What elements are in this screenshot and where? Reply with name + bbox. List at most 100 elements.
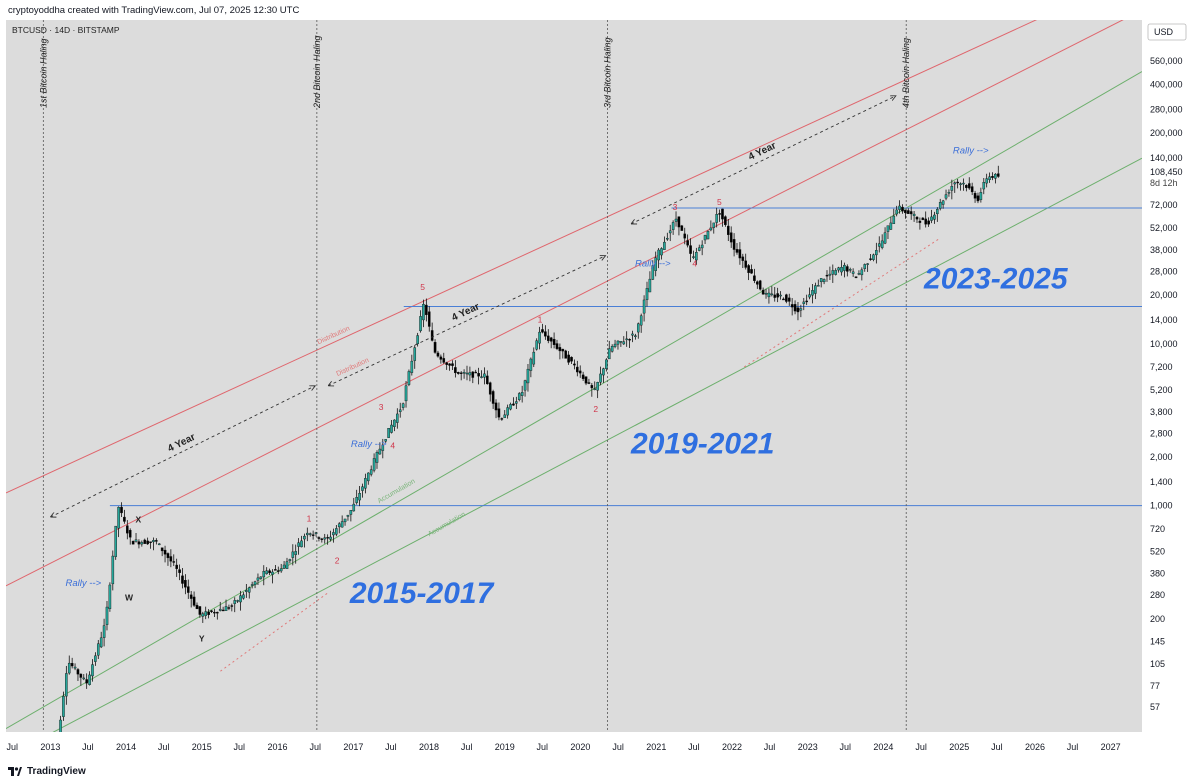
four-year-arrow (50, 386, 315, 517)
candle-down (500, 418, 504, 420)
price-tick-label: 200,000 (1150, 128, 1183, 138)
price-tick-label: 28,000 (1150, 266, 1178, 276)
candle-up (671, 222, 675, 230)
candle-up (880, 240, 884, 248)
time-tick-label: 2018 (419, 742, 439, 752)
candle-down (549, 337, 553, 342)
time-tick-label: Jul (309, 742, 321, 752)
candle-down (128, 530, 132, 538)
candle-down (216, 611, 219, 614)
candle-down (474, 371, 477, 374)
candle-up (936, 209, 939, 215)
wave-label: 1 (538, 315, 543, 325)
time-tick-label: 2015 (192, 742, 212, 752)
chart-area[interactable]: 1st Bitcoin Haling 2nd Bitcoin Haling 3rd … (6, 20, 1194, 762)
candle-down (160, 547, 164, 552)
wave-label: W (125, 592, 134, 602)
candle-down (497, 408, 501, 418)
candle-up (419, 316, 422, 332)
candle-down (163, 549, 167, 555)
candle-up (819, 278, 823, 283)
candle-down (436, 352, 440, 357)
candle-up (660, 248, 663, 256)
candle-up (822, 279, 826, 283)
candle-down (541, 329, 544, 333)
candle-up (605, 359, 608, 369)
candle-up (700, 244, 704, 249)
rally-label: Rally --> (635, 259, 671, 270)
time-tick-label: Jul (461, 742, 473, 752)
candle-up (799, 308, 803, 311)
time-tick-label: Jul (82, 742, 94, 752)
candle-up (337, 523, 341, 528)
candle-down (186, 586, 190, 593)
candle-down (195, 604, 199, 610)
price-axis-background (1142, 20, 1194, 732)
candle-up (941, 200, 945, 205)
candle-up (393, 419, 396, 427)
support-dotted-line (743, 237, 941, 368)
candle-up (480, 376, 483, 378)
candle-down (904, 209, 907, 214)
candle-up (62, 695, 65, 717)
candle-up (108, 584, 112, 609)
candle-down (433, 342, 437, 353)
time-tick-label: 2024 (873, 742, 893, 752)
candle-up (607, 348, 611, 360)
candle-down (166, 553, 170, 559)
candle-down (732, 239, 736, 250)
halving-label: 3rd Bitcoin Haling (603, 37, 613, 108)
candle-up (65, 673, 68, 697)
price-tick-label: 20,000 (1150, 290, 1178, 300)
candle-down (445, 362, 448, 365)
accumulation-channel-line (52, 157, 1142, 732)
candle-down (207, 611, 210, 615)
candle-down (221, 609, 225, 612)
candle-up (358, 493, 361, 501)
candle-down (756, 281, 759, 285)
currency-button[interactable]: USD (1147, 23, 1187, 41)
candle-up (236, 600, 239, 602)
candle-down (459, 372, 463, 374)
candle-up (648, 278, 652, 293)
price-tick-label: 10,000 (1150, 339, 1178, 349)
candle-down (558, 347, 562, 352)
candle-up (340, 521, 344, 528)
candle-up (602, 368, 605, 376)
candle-down (172, 561, 176, 563)
price-chart[interactable]: 1st Bitcoin Haling 2nd Bitcoin Haling 3rd … (6, 20, 1194, 762)
candle-up (703, 235, 707, 241)
candle-up (297, 542, 300, 547)
candle-up (840, 267, 843, 273)
price-tick-label: 2,800 (1150, 428, 1173, 438)
candle-down (439, 356, 443, 360)
halving-label: 1st Bitcoin Haling (38, 38, 48, 108)
candle-up (250, 584, 254, 586)
candle-up (657, 249, 660, 261)
candle-up (851, 271, 855, 274)
candle-up (613, 343, 617, 347)
price-tick-label: 200 (1150, 614, 1165, 624)
candle-up (279, 568, 283, 572)
candle-up (369, 469, 373, 475)
candle-up (404, 385, 408, 402)
candle-down (901, 206, 904, 212)
accumulation-channel-line (6, 71, 1142, 730)
candle-up (668, 230, 672, 234)
candle-down (576, 366, 579, 373)
candle-up (875, 250, 878, 256)
candle-up (462, 372, 466, 374)
candle-down (123, 516, 126, 522)
candle-up (88, 674, 91, 685)
candle-up (253, 581, 257, 585)
candle-up (532, 351, 536, 365)
price-tick-label: 280,000 (1150, 105, 1183, 115)
candle-down (178, 569, 181, 573)
candle-down (686, 240, 689, 246)
candle-down (785, 294, 788, 302)
time-tick-label: 2016 (267, 742, 287, 752)
candle-down (753, 275, 756, 281)
candle-up (517, 393, 521, 400)
candle-up (157, 543, 161, 546)
candle-up (962, 182, 965, 185)
